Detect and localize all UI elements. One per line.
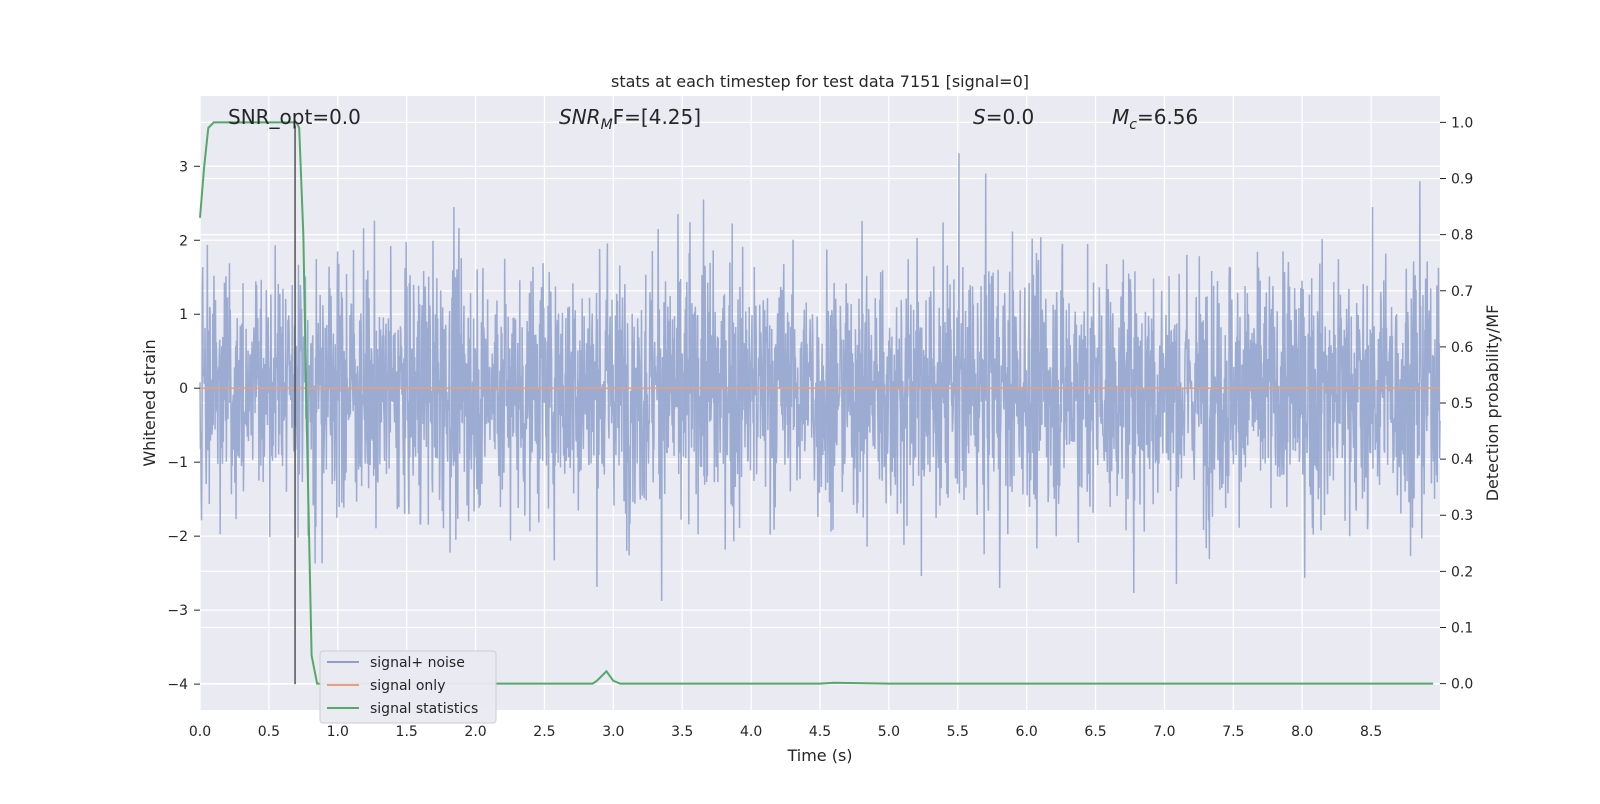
mc-base: M — [1112, 105, 1129, 129]
x-axis-ticks: 0.0 0.5 1.0 1.5 2.0 2.5 3.0 3.5 4.0 4.5 5.0 5.5 6.0 6… — [189, 724, 1382, 740]
y-tick-label: 2 — [179, 233, 188, 249]
snr-mf-base: SNR — [559, 105, 601, 129]
x-tick-label: 2.5 — [533, 724, 555, 740]
x-tick-label: 8.5 — [1360, 724, 1382, 740]
mc-rest: =6.56 — [1137, 105, 1198, 129]
x-tick-label: 0.0 — [189, 724, 211, 740]
right-axis-ticks: 1.0 0.9 0.8 0.7 0.6 0.5 0.4 0.3 0.2 0.1 0.0 — [1440, 115, 1473, 693]
signal-noise-line — [199, 153, 1441, 601]
annotation-mc: Mc=6.56 — [1112, 105, 1198, 133]
legend-box — [319, 650, 497, 724]
x-tick-label: 2.0 — [464, 724, 486, 740]
y-right-tick-label: 0.4 — [1451, 452, 1473, 468]
x-tick-label: 5.0 — [878, 724, 900, 740]
snr-mf-sub: M — [601, 117, 613, 133]
y-tick-label: −1 — [167, 455, 188, 471]
chart-title: stats at each timestep for test data 715… — [611, 72, 1029, 91]
y-tick-label: 1 — [179, 307, 188, 323]
series-signal-noise — [199, 153, 1441, 601]
y-right-tick-label: 0.5 — [1451, 396, 1473, 412]
x-tick-label: 0.5 — [258, 724, 280, 740]
s-rest: =0.0 — [986, 105, 1035, 129]
y-right-tick-label: 1.0 — [1451, 115, 1473, 131]
annotation-snr-opt: SNR_opt=0.0 — [228, 105, 361, 129]
y-tick-label: 0 — [179, 381, 188, 397]
x-tick-label: 3.0 — [602, 724, 624, 740]
legend-label-signal-only: signal only — [370, 678, 445, 694]
x-tick-label: 8.0 — [1291, 724, 1313, 740]
y-tick-label: −3 — [167, 603, 188, 619]
legend-label-signal-noise: signal+ noise — [370, 655, 465, 671]
x-tick-label: 4.0 — [740, 724, 762, 740]
x-tick-label: 1.5 — [396, 724, 418, 740]
x-tick-label: 6.0 — [1016, 724, 1038, 740]
y-right-tick-label: 0.0 — [1451, 677, 1473, 693]
x-tick-label: 4.5 — [809, 724, 831, 740]
y-axis-label: Whitened strain — [140, 339, 159, 466]
x-tick-label: 5.5 — [947, 724, 969, 740]
annotation-snr-mf: SNRMF=[4.25] — [559, 105, 701, 133]
y-tick-label: 3 — [179, 159, 188, 175]
y-axis-right-label: Detection probability/MF — [1483, 305, 1502, 502]
legend: signal+ noise signal only signal statist… — [319, 650, 497, 724]
x-axis-label: Time (s) — [786, 746, 852, 765]
y-right-tick-label: 0.1 — [1451, 620, 1473, 636]
y-right-tick-label: 0.3 — [1451, 508, 1473, 524]
annotation-s: S=0.0 — [973, 105, 1034, 129]
mc-sub: c — [1129, 117, 1137, 133]
legend-label-signal-statistics: signal statistics — [370, 701, 478, 717]
x-tick-label: 7.0 — [1153, 724, 1175, 740]
s-base: S — [973, 105, 986, 129]
y-right-tick-label: 0.6 — [1451, 340, 1473, 356]
y-tick-label: −4 — [167, 677, 188, 693]
left-axis-ticks: 3 2 1 0 −1 −2 −3 −4 — [167, 159, 200, 693]
y-tick-label: −2 — [167, 529, 188, 545]
x-tick-label: 3.5 — [671, 724, 693, 740]
y-right-tick-label: 0.8 — [1451, 228, 1473, 244]
snr-mf-rest: F=[4.25] — [613, 105, 701, 129]
y-right-tick-label: 0.7 — [1451, 284, 1473, 300]
x-tick-label: 7.5 — [1222, 724, 1244, 740]
x-tick-label: 6.5 — [1084, 724, 1106, 740]
y-right-tick-label: 0.2 — [1451, 564, 1473, 580]
y-right-tick-label: 0.9 — [1451, 172, 1473, 188]
x-tick-label: 1.0 — [327, 724, 349, 740]
